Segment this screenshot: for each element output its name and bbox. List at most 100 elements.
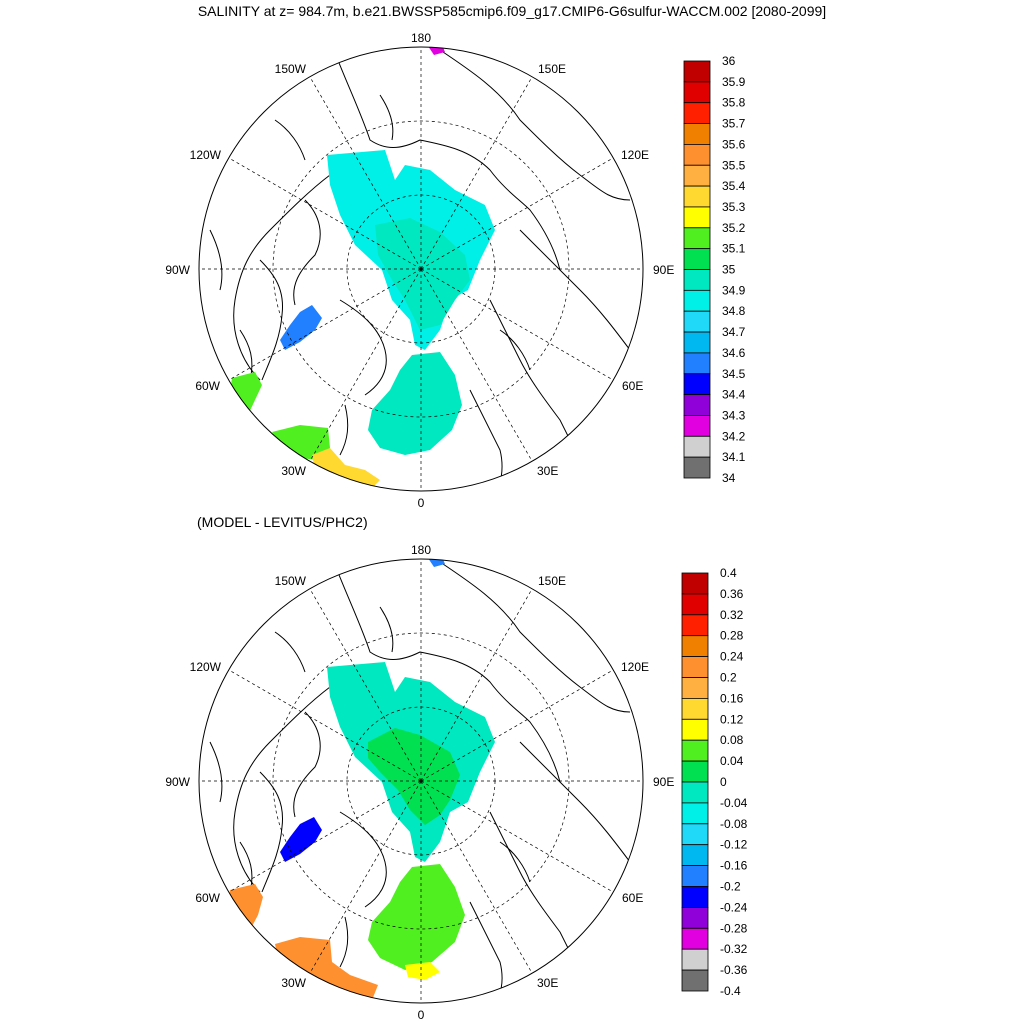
difference-colorbar: 0.4 0.36 0.32 0.28 0.24 0.2 0.16 0.12 0.08 0.04 0 -… xyxy=(681,566,748,998)
lon-label-90e: 90E xyxy=(653,263,674,277)
colorbar-tick-label: 0.24 xyxy=(720,650,744,664)
colorbar-tick-label: 0 xyxy=(720,775,727,789)
colorbar-swatch xyxy=(681,907,709,929)
colorbar-tick-label: -0.36 xyxy=(720,963,748,977)
colorbar-swatch xyxy=(681,656,709,678)
salinity-map-interior xyxy=(199,47,643,491)
colorbar-swatch xyxy=(681,844,709,867)
lon-label-150w: 150W xyxy=(275,62,307,76)
colorbar-tick-label: 0.32 xyxy=(720,608,744,622)
region-nordic-seas xyxy=(368,352,462,455)
colorbar-swatch xyxy=(681,572,709,595)
colorbar-swatch xyxy=(683,289,711,312)
colorbar-swatch xyxy=(683,60,711,83)
salinity-colorbar: 36 35.9 35.8 35.7 35.6 35.5 35.4 35.3 35.2 35.1 35… xyxy=(683,54,746,485)
lon-label-150e: 150E xyxy=(538,574,566,588)
colorbar-tick-label: 34 xyxy=(722,471,736,485)
colorbar-swatch xyxy=(683,310,711,333)
lon-label-30w: 30W xyxy=(281,464,306,478)
salinity-field xyxy=(230,47,495,490)
land-outlines xyxy=(209,559,631,1003)
lon-label-30w: 30W xyxy=(281,976,306,990)
lon-label-60e: 60E xyxy=(622,379,643,393)
colorbar-tick-label: 35.6 xyxy=(722,137,746,151)
lon-label-90w: 90W xyxy=(165,263,190,277)
colorbar-swatch xyxy=(681,593,709,616)
colorbar-swatch xyxy=(681,969,709,992)
colorbar-tick-label: 0.2 xyxy=(720,671,737,685)
colorbar-swatch xyxy=(681,781,709,804)
figure-title: SALINITY at z= 984.7m, b.e21.BWSSP585cmi… xyxy=(197,3,827,19)
colorbar-tick-label: 34.8 xyxy=(722,304,746,318)
map-boundary xyxy=(198,46,644,492)
lon-label-120e: 120E xyxy=(621,660,649,674)
colorbar-tick-label: 34.6 xyxy=(722,346,746,360)
map-boundary xyxy=(198,558,644,1004)
colorbar-swatch xyxy=(683,456,711,479)
difference-map: 180 150E 120E 90E 60E 30E 0 30W 60W 90W … xyxy=(165,543,674,1022)
colorbar-tick-label: -0.4 xyxy=(720,984,741,998)
colorbar-tick-label: 34.2 xyxy=(722,429,746,443)
colorbar-swatch xyxy=(681,760,709,783)
lon-label-180: 180 xyxy=(411,543,431,557)
colorbar-tick-label: 35.5 xyxy=(722,158,746,172)
colorbar-tick-label: 34.5 xyxy=(722,367,746,381)
colorbar-swatch xyxy=(681,698,709,720)
difference-map-title: (MODEL - LEVITUS/PHC2) xyxy=(197,514,368,530)
colorbar-tick-label: 0.4 xyxy=(720,566,737,580)
colorbar-tick-label: -0.32 xyxy=(720,942,748,956)
colorbar-swatch xyxy=(683,373,711,396)
colorbar-swatch xyxy=(683,164,711,187)
colorbar-swatch xyxy=(681,823,709,846)
colorbar-tick-label: -0.24 xyxy=(720,900,748,914)
colorbar-swatch xyxy=(683,435,711,458)
lon-label-0: 0 xyxy=(418,496,425,510)
colorbar-tick-label: 35.8 xyxy=(722,96,746,110)
colorbar-swatch xyxy=(683,206,711,229)
colorbar-swatch xyxy=(683,227,711,250)
lon-label-120e: 120E xyxy=(621,148,649,162)
lon-label-60w: 60W xyxy=(195,891,220,905)
colorbar-tick-label: -0.04 xyxy=(720,796,748,810)
region-labrador-sea xyxy=(228,884,263,930)
colorbar-tick-label: 35.3 xyxy=(722,200,746,214)
lon-label-180: 180 xyxy=(411,31,431,45)
region-bering-spot xyxy=(428,47,445,55)
lon-label-30e: 30E xyxy=(537,464,558,478)
lon-label-120w: 120W xyxy=(190,660,222,674)
region-canada-basin-core xyxy=(368,728,460,825)
colorbar-tick-label: -0.2 xyxy=(720,880,741,894)
colorbar-swatch xyxy=(681,802,709,825)
colorbar-swatch xyxy=(683,415,711,437)
colorbar-tick-label: 0.16 xyxy=(720,691,744,705)
colorbar-tick-label: 35.1 xyxy=(722,242,746,256)
graticule xyxy=(199,559,643,1003)
region-nordic-seas xyxy=(368,864,465,970)
colorbar-swatch xyxy=(681,886,709,908)
colorbar-swatch xyxy=(681,635,709,658)
difference-map-interior xyxy=(199,559,643,1003)
colorbar-tick-label: 0.04 xyxy=(720,754,744,768)
colorbar-tick-label: 34.4 xyxy=(722,388,746,402)
lon-label-150e: 150E xyxy=(538,62,566,76)
colorbar-tick-label: -0.12 xyxy=(720,838,748,852)
lon-label-60w: 60W xyxy=(195,379,220,393)
colorbar-swatch xyxy=(681,865,709,887)
colorbar-swatch xyxy=(683,331,711,354)
colorbar-swatch xyxy=(681,677,709,699)
graticule xyxy=(199,47,643,491)
colorbar-tick-label: 36 xyxy=(722,54,736,68)
colorbar-swatch xyxy=(681,927,709,950)
colorbar-swatch xyxy=(681,614,709,637)
colorbar-tick-label: 0.28 xyxy=(720,629,744,643)
colorbar-swatch xyxy=(681,739,709,762)
region-baffin-bay xyxy=(280,305,322,350)
lon-label-0: 0 xyxy=(418,1008,425,1022)
colorbar-swatch xyxy=(683,269,711,291)
colorbar-tick-label: 35.9 xyxy=(722,75,746,89)
region-canada-basin-core xyxy=(375,218,470,330)
region-north-atlantic xyxy=(275,937,378,1000)
colorbar-tick-label: -0.16 xyxy=(720,859,748,873)
region-bering-spot xyxy=(428,559,445,567)
